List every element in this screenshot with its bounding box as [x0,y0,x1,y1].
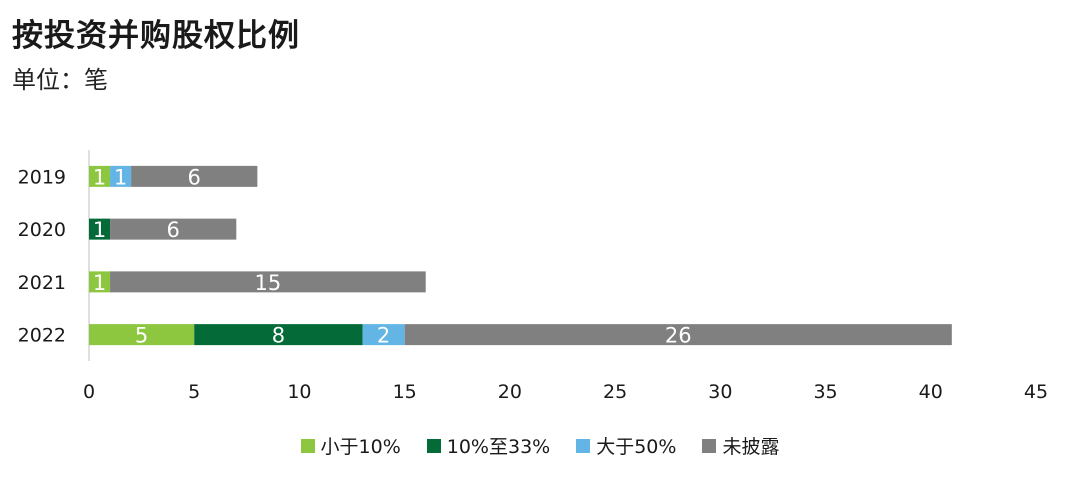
bar-segment [89,324,195,346]
legend-label: 未披露 [722,436,780,458]
data-label: 26 [665,324,692,348]
x-tick-label: 35 [813,381,837,403]
x-tick-label: 15 [393,381,417,403]
bar-segment [110,218,237,240]
data-label: 2 [377,324,390,348]
legend-item: 小于10% [300,432,401,459]
data-label: 8 [272,324,285,348]
chart-title: 按投资并购股权比例 [12,18,300,54]
x-tick-label: 10 [287,381,311,403]
bar-segment [89,218,111,240]
bar-segment [404,324,952,346]
legend-swatch [426,438,441,453]
data-label: 1 [93,218,106,242]
data-label: 15 [255,271,282,295]
data-label: 1 [93,165,106,189]
data-label: 5 [135,324,148,348]
bar-segment [194,324,363,346]
x-tick-label: 5 [188,381,200,403]
x-tick-label: 45 [1024,381,1048,403]
legend-label: 大于50% [596,436,677,458]
legend-swatch [702,438,717,453]
legend-swatch [300,438,315,453]
x-tick-label: 25 [603,381,627,403]
legend-item: 未披露 [702,432,779,459]
chart-legend: 小于10% 10%至33% 大于50% 未披露 [0,432,1080,459]
x-tick-label: 40 [919,381,943,403]
bar-segment [89,271,111,293]
legend-label: 10%至33% [446,436,551,458]
data-label: 1 [93,271,106,295]
y-tick-label: 2019 [18,166,66,188]
y-tick-label: 2022 [18,325,66,347]
bar-segment [89,165,111,187]
x-tick-label: 20 [498,381,522,403]
legend-swatch [576,438,591,453]
x-tick-label: 0 [83,381,95,403]
chart-subtitle: 单位：笔 [12,66,108,94]
legend-item: 大于50% [576,432,676,459]
y-tick-label: 2020 [18,219,66,241]
bar-segment [110,271,426,293]
data-label: 6 [166,218,179,242]
data-label: 6 [188,165,201,189]
bar-segment [110,165,132,187]
legend-label: 小于10% [320,436,401,458]
legend-item: 10%至33% [426,432,551,459]
bar-segment [362,324,405,346]
data-label: 1 [114,165,127,189]
x-tick-label: 30 [708,381,732,403]
bar-segment [131,165,258,187]
y-tick-label: 2021 [18,272,66,294]
